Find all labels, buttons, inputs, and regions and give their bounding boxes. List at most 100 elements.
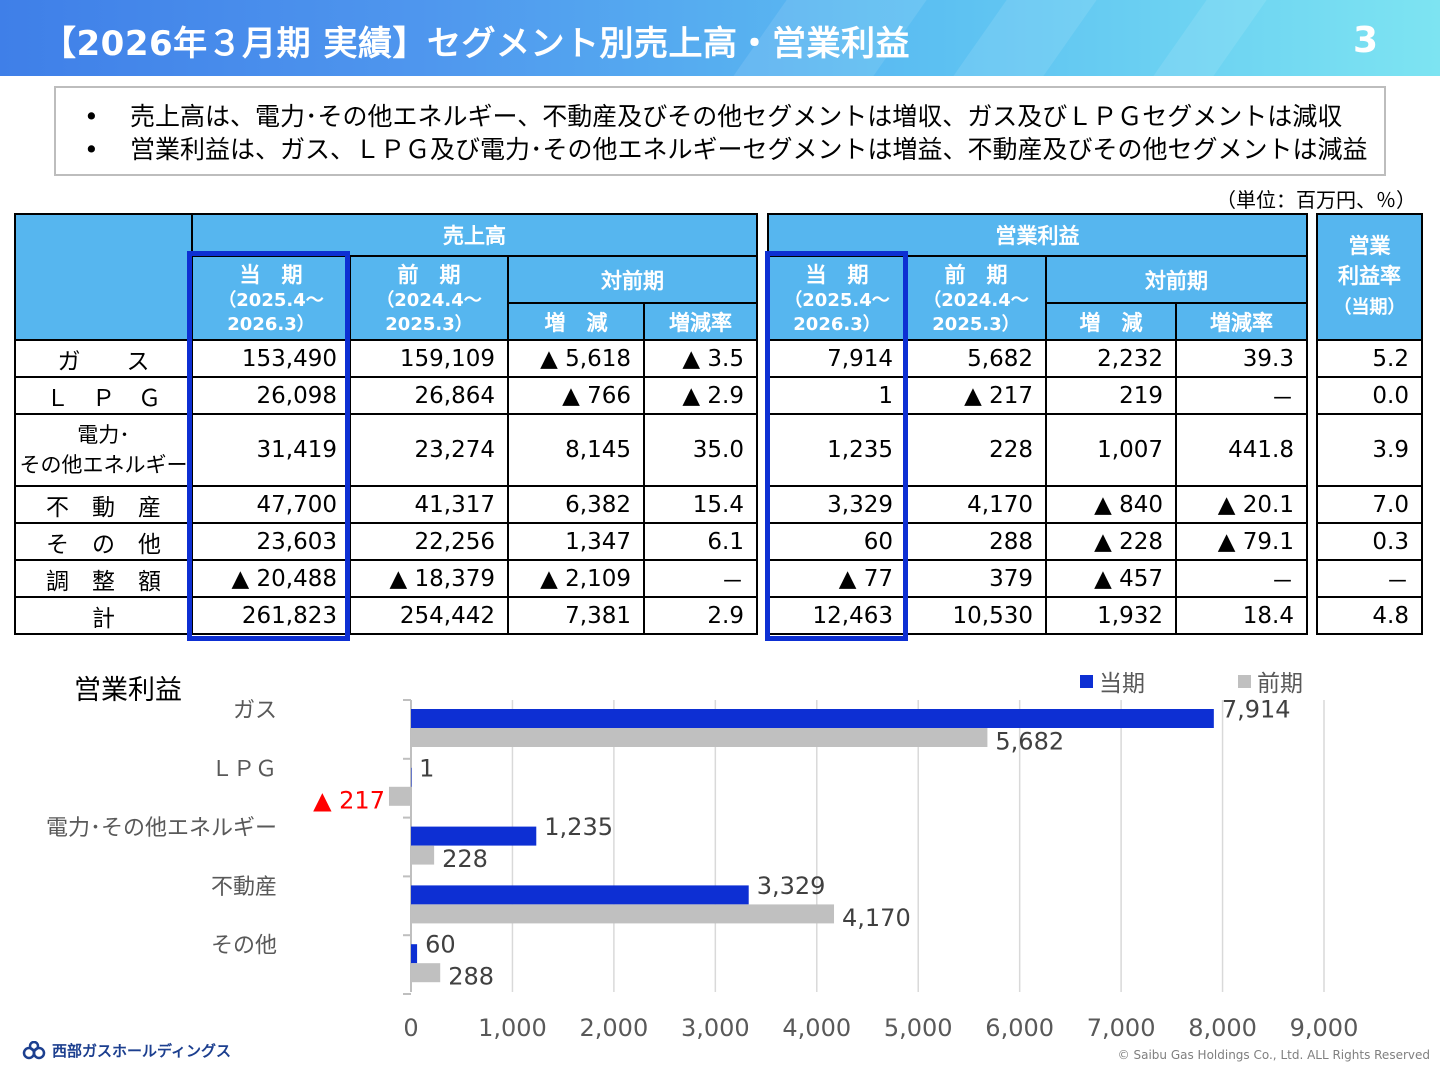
data-label: 288 [448,963,494,991]
sales-cell: 1,347 [507,522,645,561]
table-row: 計 261,823 254,442 7,381 2.9 [14,596,758,635]
profit-cell: 379 [905,559,1047,598]
current-profit-highlight [765,251,908,641]
prior-period-header: 前 期 （2024.4～ 2025.3） [349,255,509,341]
sales-cell: ▲ 5,618 [507,339,645,378]
margin-table: 営業 利益率 （当期） 5.2 0.0 3.9 7.0 0.3 － 4.8 [1316,213,1423,635]
x-tick-label: 3,000 [681,1014,750,1040]
current-bar [411,767,412,787]
rate-header: 増減率 [1175,302,1308,341]
table-row: 7,914 5,682 2,232 39.3 [767,339,1308,378]
margin-header: 営業 利益率 （当期） [1316,213,1423,341]
profit-cell: 2,232 [1045,339,1177,378]
profit-cell: 1,007 [1045,413,1177,487]
sales-cell: 159,109 [349,339,509,378]
legend-swatch-prior [1238,674,1251,688]
table-row: ガ ス 153,490 159,109 ▲ 5,618 ▲ 3.5 [14,339,758,378]
profit-cell: 288 [905,522,1047,561]
profit-header: 営業利益 [767,213,1308,257]
unit-note: （単位：百万円、％） [1216,188,1416,212]
margin-cell: 5.2 [1316,339,1423,378]
profit-table: 営業利益 当 期 （2025.4～ 2026.3） 前 期 （2024.4～ 2… [767,213,1308,635]
sales-cell: 23,603 [191,522,351,561]
sales-cell: ▲ 3.5 [643,339,758,378]
summary-line: • 売上高は、電力･その他エネルギー、不動産及びその他セグメントは増収、ガス及び… [84,102,1343,131]
x-tick-label: 4,000 [782,1014,851,1040]
chart-title: 営業利益 [74,675,182,706]
current-period-header: 当 期 （2025.4～ 2026.3） [191,255,351,341]
data-label: 60 [425,931,456,959]
data-label: ▲ 217 [313,786,385,814]
profit-cell: 441.8 [1175,413,1308,487]
profit-cell: 10,530 [905,596,1047,635]
table-row: 調 整 額 ▲ 20,488 ▲ 18,379 ▲ 2,109 － [14,559,758,598]
x-tick-label: 5,000 [884,1014,953,1040]
profit-cell: ▲ 228 [1045,522,1177,561]
profit-cell: 18.4 [1175,596,1308,635]
prior-bar [411,845,435,865]
margin-cell: 4.8 [1316,596,1423,635]
profit-cell: 3,329 [767,485,907,524]
logo-mark-icon [22,1040,46,1059]
rate-header: 増減率 [643,302,758,341]
row-label: 調 整 額 [14,559,193,598]
data-label: 1,235 [544,813,613,841]
row-label: Ｌ Ｐ Ｇ [14,376,193,415]
sales-cell: 6,382 [507,485,645,524]
profit-cell: － [1175,376,1308,415]
row-label: 電力･ その他エネルギー [14,413,193,487]
sales-cell: 153,490 [191,339,351,378]
table-row: ▲ 77 379 ▲ 457 － [767,559,1308,598]
profit-bar-chart: 0 1,000 2,000 3,000 4,000 5,000 6,000 7,000 8,00… [46,696,1359,1041]
summary-line: • 営業利益は、ガス、ＬＰＧ及び電力･その他エネルギーセグメントは増益、不動産及… [84,135,1368,164]
sales-header: 売上高 [191,213,758,257]
margin-cell: 0.0 [1316,376,1423,415]
x-tick-label: 6,000 [985,1014,1054,1040]
category-label: その他 [211,934,277,959]
table-row: 7.0 [1316,485,1423,524]
profit-cell: ▲ 457 [1045,559,1177,598]
category-label: ＬＰＧ [211,757,277,782]
table-row: 12,463 10,530 1,932 18.4 [767,596,1308,635]
sales-cell: 8,145 [507,413,645,487]
profit-cell: ▲ 20.1 [1175,485,1308,524]
margin-cell: 7.0 [1316,485,1423,524]
prior-bar [411,904,835,924]
row-label: 不 動 産 [14,485,193,524]
profit-cell: 5,682 [905,339,1047,378]
x-tick-label: 0 [403,1014,418,1040]
category-label: 電力･その他エネルギー [46,816,277,841]
summary-box: • 売上高は、電力･その他エネルギー、不動産及びその他セグメントは増収、ガス及び… [54,86,1386,176]
profit-cell: 228 [905,413,1047,487]
table-row: 1,235 228 1,007 441.8 [767,413,1308,487]
profit-cell: 60 [767,522,907,561]
sales-cell: ▲ 766 [507,376,645,415]
company-logo: 西部ガスホールディングス [22,1040,231,1061]
current-bar [411,826,537,846]
table-row: 3,329 4,170 ▲ 840 ▲ 20.1 [767,485,1308,524]
header-corner [14,213,193,341]
sales-cell: ▲ 2,109 [507,559,645,598]
data-label: 4,170 [842,904,911,932]
sales-cell: 6.1 [643,522,758,561]
prior-bar [411,963,441,983]
table-row: 電力･ その他エネルギー 31,419 23,274 8,145 35.0 [14,413,758,487]
margin-cell: 3.9 [1316,413,1423,487]
yoy-header: 対前期 [507,255,758,304]
sales-cell: 47,700 [191,485,351,524]
copyright: © Saibu Gas Holdings Co., Ltd. ALL Right… [1117,1048,1430,1062]
page-title: 【2026年３月期 実績】セグメント別売上高・営業利益 [42,24,910,64]
table-row: 1 ▲ 217 219 － [767,376,1308,415]
margin-cell: － [1316,559,1423,598]
legend-swatch-current [1080,674,1093,688]
header-banner: 【2026年３月期 実績】セグメント別売上高・営業利益 3 [0,0,1440,76]
sales-cell: 26,864 [349,376,509,415]
x-tick-label: 9,000 [1290,1014,1359,1040]
table-row: 0.3 [1316,522,1423,561]
legend-current: 当期 [1080,664,1145,698]
sales-table: 売上高 当 期 （2025.4～ 2026.3） 前 期 （2024.4～ 20… [14,213,758,635]
change-header: 増 減 [507,302,645,341]
profit-cell: ▲ 79.1 [1175,522,1308,561]
row-label: そ の 他 [14,522,193,561]
row-label: 計 [14,596,193,635]
